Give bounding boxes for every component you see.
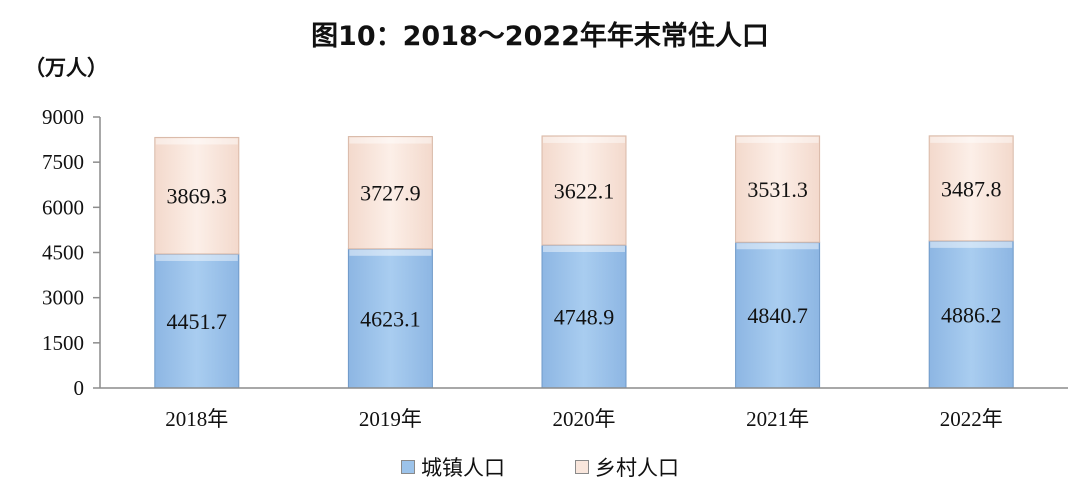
y-tick-label: 6000 — [42, 195, 84, 219]
legend-swatch-urban — [401, 460, 415, 474]
bar-segment-rural[interactable] — [928, 135, 1014, 242]
x-tick-label: 2020年 — [553, 407, 616, 431]
bar-segment-urban[interactable] — [735, 241, 821, 389]
y-tick-label: 9000 — [42, 105, 84, 129]
x-tick-label: 2022年 — [940, 407, 1003, 431]
data-label-rural: 3727.9 — [360, 181, 421, 206]
y-axis-unit-label: （万人） — [24, 56, 108, 80]
bar-segment-urban[interactable] — [541, 244, 627, 389]
bar-segment-highlight — [155, 254, 238, 261]
data-label-urban: 4840.7 — [747, 303, 808, 328]
bar-segment-highlight — [349, 249, 432, 256]
bar-segment-rural[interactable] — [154, 136, 240, 255]
bars: 4451.7 3869.3 4623.1 3727.9 4748.9 3622.1 4840… — [154, 135, 1014, 389]
bar-segment-highlight — [930, 136, 1013, 143]
legend-label-urban: 城镇人口 — [421, 456, 505, 480]
bar-segment-urban[interactable] — [154, 253, 240, 389]
data-label-rural: 3531.3 — [747, 177, 808, 202]
bar-segment-rural[interactable] — [541, 135, 627, 246]
bar-segment-rural[interactable] — [735, 135, 821, 243]
data-label-rural: 3622.1 — [554, 178, 615, 203]
y-tick-label: 0 — [74, 376, 85, 400]
legend: 城镇人口 乡村人口 — [0, 452, 1080, 482]
y-tick-label: 4500 — [42, 241, 84, 265]
bar-segment-highlight — [543, 246, 625, 253]
legend-item-urban[interactable]: 城镇人口 — [401, 452, 505, 482]
x-tick-label: 2019年 — [359, 407, 422, 431]
data-label-urban: 4886.2 — [941, 302, 1002, 327]
y-tick-label: 7500 — [42, 150, 84, 174]
legend-label-rural: 乡村人口 — [595, 456, 679, 480]
bar-segment-urban[interactable] — [347, 248, 433, 389]
y-tick-label: 1500 — [42, 331, 84, 355]
data-label-urban: 4748.9 — [554, 305, 615, 330]
x-axis: 2018年 2019年 2020年 2021年 2022年 — [100, 387, 1068, 431]
bar-segment-highlight — [930, 241, 1013, 248]
data-label-urban: 4451.7 — [167, 309, 228, 334]
bar-segment-urban[interactable] — [928, 240, 1014, 389]
chart-title: 图10：2018～2022年年末常住人口 — [311, 21, 769, 52]
bar-segment-rural[interactable] — [347, 136, 433, 250]
data-label-rural: 3487.8 — [941, 176, 1002, 201]
x-tick-label: 2021年 — [746, 407, 809, 431]
legend-item-rural[interactable]: 乡村人口 — [575, 452, 679, 482]
y-axis: 0 1500 3000 4500 6000 7500 9000 — [42, 105, 101, 400]
data-label-urban: 4623.1 — [360, 306, 421, 331]
bar-segment-highlight — [349, 137, 432, 144]
bar-segment-highlight — [543, 136, 625, 143]
bar-segment-highlight — [736, 243, 819, 250]
bar-segment-highlight — [736, 136, 819, 143]
data-label-rural: 3869.3 — [167, 184, 228, 209]
y-tick-label: 3000 — [42, 286, 84, 310]
bar-segment-highlight — [155, 138, 238, 145]
x-tick-label: 2018年 — [165, 407, 228, 431]
legend-swatch-rural — [575, 460, 589, 474]
